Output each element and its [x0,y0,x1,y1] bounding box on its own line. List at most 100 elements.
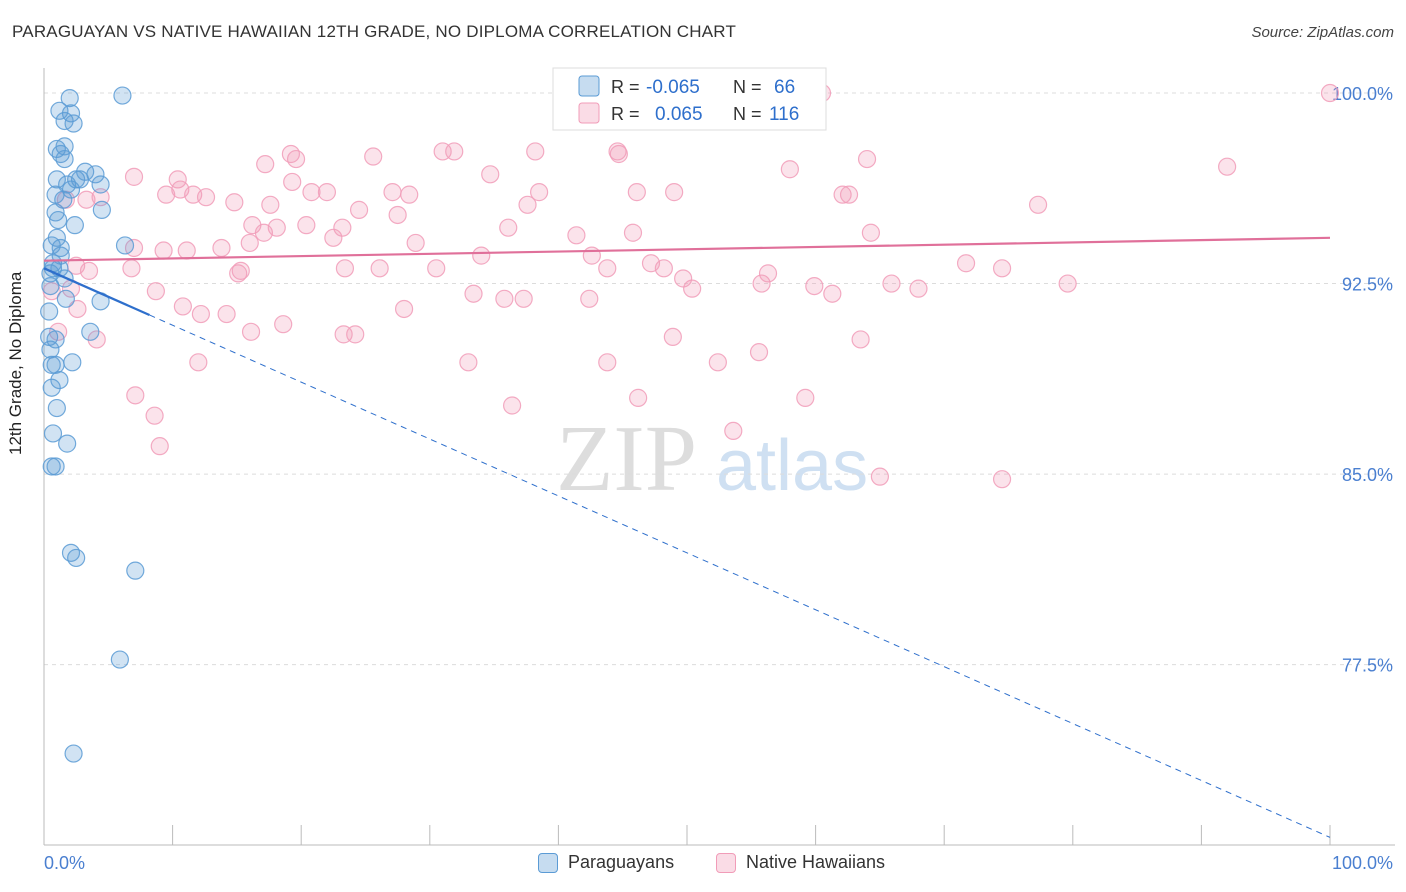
point-paraguayans [41,277,60,296]
point-native-hawaiians [87,330,106,349]
point-paraguayans [115,236,135,255]
point-native-hawaiians [145,406,164,425]
point-paraguayans [46,457,65,476]
legend-n-label: N = [733,104,762,124]
point-native-hawaiians [302,183,321,202]
point-native-hawaiians [861,223,880,242]
point-native-hawaiians [189,353,208,372]
point-paraguayans [60,89,79,108]
point-native-hawaiians [1320,83,1340,103]
point-native-hawaiians [146,282,165,301]
point-native-hawaiians [530,183,549,202]
point-native-hawaiians [992,259,1012,278]
point-paraguayans [46,355,65,374]
point-native-hawaiians [406,233,425,253]
point-native-hawaiians [758,264,778,283]
point-native-hawaiians [665,183,684,202]
point-paraguayans [64,114,83,133]
point-native-hawaiians [225,193,244,212]
point-native-hawaiians [857,149,877,169]
point-native-hawaiians [839,185,859,204]
point-native-hawaiians [654,259,673,278]
point-native-hawaiians [598,259,617,278]
point-native-hawaiians [514,289,533,308]
point-native-hawaiians [364,147,383,166]
point-paraguayans [47,170,66,189]
y-tick-label: 85.0% [1342,465,1393,485]
point-native-hawaiians [241,322,261,341]
point-native-hawaiians [1028,195,1048,214]
point-native-hawaiians [217,304,236,324]
point-native-hawaiians [317,183,337,202]
point-native-hawaiians [796,388,815,407]
point-paraguayans [92,200,111,219]
point-paraguayans [61,543,81,562]
point-native-hawaiians [805,277,824,296]
chart-title: PARAGUAYAN VS NATIVE HAWAIIAN 12TH GRADE… [12,22,737,41]
point-paraguayans [41,340,60,359]
gridlines [44,92,1395,666]
point-native-hawaiians [833,185,852,204]
trend-lines [43,236,1331,838]
point-native-hawaiians [623,223,643,242]
point-native-hawaiians [992,470,1012,489]
point-paraguayans [65,216,84,235]
point-native-hawaiians [780,160,799,179]
legend-r-label: R = [611,77,640,97]
point-paraguayans [40,302,59,321]
trend-line-native-hawaiians [43,236,1331,262]
point-native-hawaiians [518,195,537,214]
legend-swatch [716,852,736,873]
point-native-hawaiians [683,279,702,298]
point-native-hawaiians [240,233,259,253]
y-tick-label: 100.0% [1332,84,1393,104]
legend-item-native-hawaiians: Native Hawaiians [716,852,885,873]
point-paraguayans [50,101,69,120]
point-native-hawaiians [526,142,545,161]
legend-n-value: 116 [769,104,799,125]
point-paraguayans [51,238,70,258]
point-native-hawaiians [674,269,693,288]
point-paraguayans [81,322,100,341]
point-native-hawaiians [256,155,275,174]
point-native-hawaiians [472,246,491,265]
x-tick-label: 100.0% [1332,853,1393,873]
point-paraguayans [50,370,69,390]
point-native-hawaiians [335,259,355,278]
point-native-hawaiians [427,259,446,278]
point-native-hawaiians [445,142,464,161]
point-native-hawaiians [459,353,478,372]
point-native-hawaiians [629,388,648,407]
point-native-hawaiians [122,259,141,278]
point-native-hawaiians [126,386,145,405]
point-native-hawaiians [400,185,419,204]
point-native-hawaiians [481,165,500,184]
point-native-hawaiians [349,200,369,219]
legend-swatch [538,852,558,873]
point-native-hawaiians [283,172,302,192]
point-native-hawaiians [281,144,301,164]
point-native-hawaiians [663,327,682,347]
legend-n-label: N = [733,77,762,97]
point-paraguayans [110,650,129,669]
point-native-hawaiians [580,289,599,308]
legend-label: Paraguayans [568,852,675,872]
y-tick-labels: 100.0% 92.5% 85.0% 77.5% [1332,84,1393,676]
point-native-hawaiians [499,218,518,237]
point-native-hawaiians [582,246,601,265]
point-native-hawaiians [956,254,976,273]
legend-swatch-paraguayans [578,75,600,97]
y-tick-label: 77.5% [1342,656,1393,676]
point-native-hawaiians [79,261,99,280]
point-native-hawaiians [495,289,514,308]
point-native-hawaiians [627,183,646,202]
watermark-zip: ZIP [556,407,697,511]
point-paraguayans [113,86,132,105]
point-native-hawaiians [708,353,727,372]
y-tick-label: 92.5% [1342,275,1393,295]
point-native-hawaiians [267,218,286,237]
point-native-hawaiians [909,279,928,298]
point-native-hawaiians [567,226,586,245]
point-native-hawaiians [150,437,169,456]
